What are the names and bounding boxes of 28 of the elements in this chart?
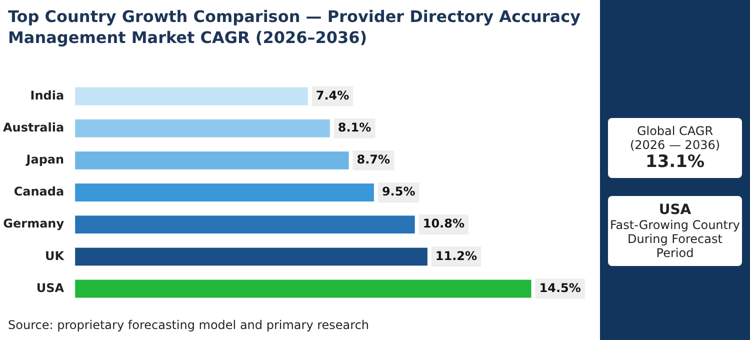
bar bbox=[75, 280, 532, 298]
data-label: 10.8% bbox=[422, 216, 464, 231]
data-label: 9.5% bbox=[382, 184, 416, 199]
bar bbox=[75, 151, 349, 170]
text: Fast-Growing Country During Forecast Period bbox=[608, 218, 742, 260]
bar bbox=[75, 119, 330, 138]
chart-title: Top Country Growth Comparison — Provider Directory Accuracy Management Market CAGR (2026–2036) bbox=[8, 6, 582, 48]
bar bbox=[75, 248, 428, 266]
data-label: 11.2% bbox=[435, 248, 478, 263]
bar bbox=[75, 87, 308, 106]
y-tick-label: UK bbox=[45, 248, 65, 263]
text: Global CAGR bbox=[636, 124, 714, 138]
data-label: 8.1% bbox=[338, 120, 372, 134]
data-label: 14.5% bbox=[539, 280, 581, 295]
y-tick-label: Australia bbox=[2, 120, 64, 134]
data-label: 8.7% bbox=[356, 152, 390, 167]
text: USA bbox=[658, 202, 692, 218]
bar bbox=[75, 184, 374, 202]
source-note: Source: proprietary forecasting model and primary research bbox=[8, 318, 370, 332]
y-tick-label: Canada bbox=[14, 184, 64, 199]
text: (2026 — 2036) bbox=[628, 138, 722, 152]
y-tick-label: Japan bbox=[25, 152, 64, 167]
text: 13.1% bbox=[644, 152, 706, 172]
data-label: 7.4% bbox=[316, 88, 350, 102]
bar bbox=[75, 216, 415, 234]
y-tick-label: USA bbox=[36, 280, 65, 295]
y-tick-label: India bbox=[30, 88, 64, 102]
y-tick-label: Germany bbox=[3, 216, 64, 231]
